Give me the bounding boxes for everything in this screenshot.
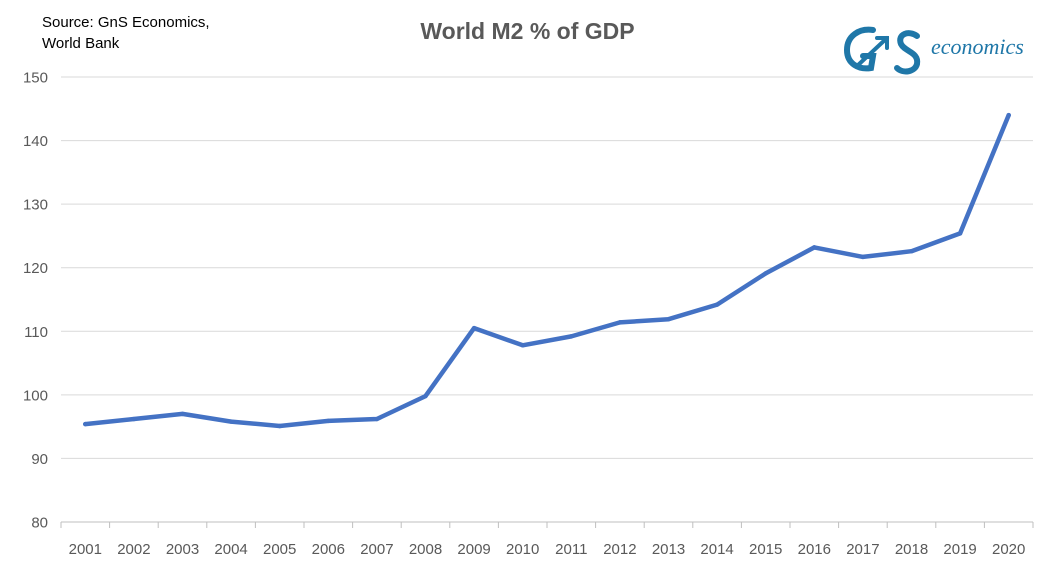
y-tick-label: 100 — [23, 387, 48, 404]
x-tick-label: 2008 — [409, 541, 442, 558]
x-tick-label: 2015 — [749, 541, 782, 558]
data-point — [763, 271, 768, 276]
data-point — [909, 248, 914, 254]
chart-title: World M2 % of GDP — [420, 18, 635, 44]
y-tick-label: 140 — [23, 133, 48, 150]
y-tick-label: 90 — [31, 451, 48, 468]
y-tick-label: 150 — [23, 70, 48, 87]
logo-wordmark: economics — [931, 34, 1024, 59]
data-point — [1006, 112, 1011, 118]
y-tick-label: 120 — [23, 260, 48, 277]
gns-economics-logo: economics — [843, 26, 1024, 75]
y-tick-label: 110 — [24, 324, 48, 341]
x-tick-label: 2005 — [263, 541, 296, 558]
x-tick-label: 2017 — [846, 541, 879, 558]
x-tick-label: 2014 — [700, 541, 733, 558]
data-point — [617, 320, 623, 325]
x-tick-label: 2004 — [214, 541, 247, 558]
data-point — [83, 421, 88, 427]
data-point — [228, 419, 234, 424]
x-tick-label: 2012 — [603, 541, 636, 558]
data-point — [666, 317, 671, 322]
x-tick-label: 2001 — [69, 541, 102, 558]
x-tick-label: 2007 — [360, 541, 393, 558]
data-point — [569, 334, 574, 339]
source-line-1: Source: GnS Economics, — [42, 14, 210, 31]
data-point — [277, 423, 282, 429]
data-point — [520, 343, 525, 348]
data-point — [860, 254, 866, 260]
logo-arrow-icon — [855, 36, 889, 68]
logo-g-shape — [843, 26, 877, 72]
x-tick-label: 2019 — [943, 541, 976, 558]
source-note: Source: GnS Economics, World Bank — [42, 12, 210, 54]
data-point — [423, 393, 428, 399]
x-tick-label: 2009 — [457, 541, 490, 558]
data-point — [180, 411, 185, 417]
x-tick-label: 2011 — [555, 541, 587, 558]
data-point — [131, 416, 137, 422]
x-tick-label: 2002 — [117, 541, 150, 558]
y-tick-label: 80 — [31, 515, 48, 532]
logo-s-shape — [894, 30, 921, 75]
data-point — [326, 418, 331, 424]
data-point — [957, 231, 963, 236]
x-tick-label: 2003 — [166, 541, 199, 558]
x-tick-label: 2018 — [895, 541, 928, 558]
source-line-2: World Bank — [42, 35, 120, 52]
x-tick-label: 2006 — [312, 541, 345, 558]
data-point — [374, 416, 380, 422]
x-tick-label: 2010 — [506, 541, 539, 558]
data-point — [714, 302, 720, 307]
x-tick-label: 2013 — [652, 541, 685, 558]
data-point — [812, 245, 817, 250]
series-line — [83, 112, 1011, 429]
y-tick-label: 130 — [23, 197, 48, 214]
x-tick-label: 2020 — [992, 541, 1025, 558]
x-tick-label: 2016 — [798, 541, 831, 558]
data-point — [471, 325, 477, 331]
